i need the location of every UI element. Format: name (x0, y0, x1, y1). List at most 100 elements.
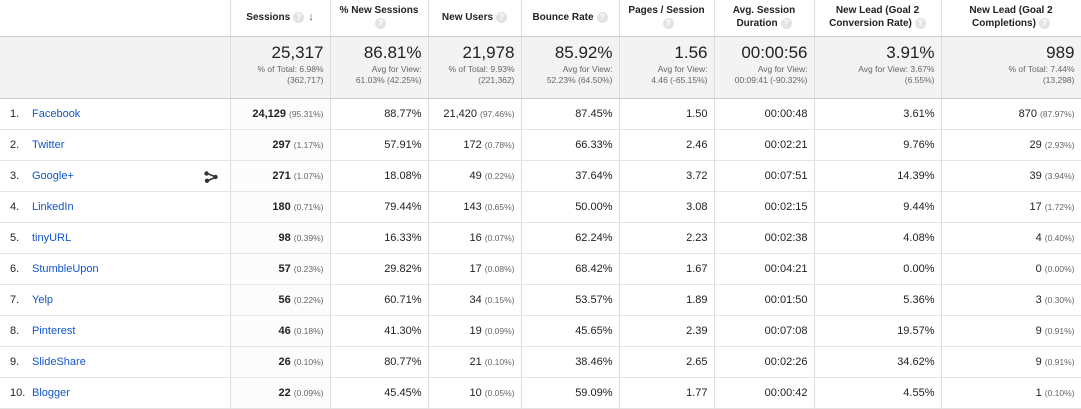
row-number: 6. (10, 262, 20, 275)
new-sessions-cell: 60.71% (330, 284, 429, 316)
pages-session-cell: 3.08 (619, 191, 715, 223)
conversion-rate-cell: 4.55% (814, 377, 942, 409)
sessions-cell: 297 (1.17%) (230, 129, 331, 161)
row-number: 1. (10, 107, 20, 120)
header-sessions[interactable]: Sessions? ↓ (230, 0, 331, 37)
bounce-rate-cell: 87.45% (521, 98, 620, 130)
avg-duration-cell: 00:00:42 (714, 377, 815, 409)
source-cell: 2. Twitter (0, 129, 231, 161)
new-sessions-cell: 79.44% (330, 191, 429, 223)
sort-desc-icon[interactable]: ↓ (308, 11, 314, 24)
avg-duration-cell: 00:07:51 (714, 160, 815, 192)
completions-cell: 1 (0.10%) (941, 377, 1081, 409)
new-sessions-cell: 18.08% (330, 160, 429, 192)
help-icon[interactable]: ? (1038, 17, 1050, 29)
bounce-rate-cell: 62.24% (521, 222, 620, 254)
header-completions[interactable]: New Lead (Goal 2 Completions)? (941, 0, 1081, 37)
header-conversion-rate[interactable]: New Lead (Goal 2 Conversion Rate)? (814, 0, 942, 37)
pages-session-cell: 2.65 (619, 346, 715, 378)
completions-cell: 9 (0.91%) (941, 315, 1081, 347)
table-row: 6. StumbleUpon 57 (0.23%) 29.82% 17 (0.08%) 68.… (0, 253, 1081, 285)
source-cell: 8. Pinterest (0, 315, 231, 347)
source-link[interactable]: LinkedIn (32, 200, 74, 213)
bounce-rate-cell: 37.64% (521, 160, 620, 192)
avg-duration-cell: 00:00:48 (714, 98, 815, 130)
source-link[interactable]: Twitter (32, 138, 65, 151)
avg-duration-cell: 00:02:26 (714, 346, 815, 378)
source-cell: 9. SlideShare (0, 346, 231, 378)
new-sessions-cell: 57.91% (330, 129, 429, 161)
source-cell: 1. Facebook (0, 98, 231, 130)
row-number: 7. (10, 293, 20, 306)
plot-row-icon[interactable] (203, 170, 218, 183)
totals-conversion-rate: 3.91% Avg for View: 3.67% (6.55%) (814, 36, 942, 99)
pages-session-cell: 2.46 (619, 129, 715, 161)
new-users-cell: 19 (0.09%) (428, 315, 522, 347)
header-pages-session[interactable]: Pages / Session? (619, 0, 715, 37)
source-link[interactable]: Yelp (32, 293, 54, 306)
avg-duration-cell: 00:01:50 (714, 284, 815, 316)
help-icon[interactable]: ? (662, 17, 674, 29)
totals-sessions: 25,317% of Total: 6.98% (362,717) (230, 36, 331, 99)
help-icon[interactable]: ? (914, 17, 926, 29)
table-row: 7. Yelp 56 (0.22%) 60.71% 34 (0.15%) 53.57% 1.89… (0, 284, 1081, 316)
completions-cell: 4 (0.40%) (941, 222, 1081, 254)
help-icon[interactable]: ? (780, 17, 792, 29)
completions-cell: 3 (0.30%) (941, 284, 1081, 316)
help-icon[interactable]: ? (596, 12, 608, 24)
conversion-rate-cell: 3.61% (814, 98, 942, 130)
table-row: 10. Blogger 22 (0.09%) 45.45% 10 (0.05%) 59.09%… (0, 377, 1081, 409)
help-icon[interactable]: ? (293, 12, 305, 24)
table-row: 8. Pinterest 46 (0.18%) 41.30% 19 (0.09%) 45.65… (0, 315, 1081, 347)
new-users-cell: 143 (0.65%) (428, 191, 522, 223)
new-users-cell: 16 (0.07%) (428, 222, 522, 254)
row-number: 4. (10, 200, 20, 213)
totals-bounce-rate: 85.92% Avg for View: 52.23% (64.50%) (521, 36, 620, 99)
completions-cell: 39 (3.94%) (941, 160, 1081, 192)
table-row: 3. Google+ 271 (1.07%) 18.08% 49 (0.22%) 37.64%… (0, 160, 1081, 192)
help-icon[interactable]: ? (496, 12, 508, 24)
row-number: 2. (10, 138, 20, 151)
header-new-users[interactable]: New Users? (428, 0, 522, 37)
source-link[interactable]: StumbleUpon (32, 262, 99, 275)
help-icon[interactable]: ? (375, 17, 386, 29)
source-link[interactable]: Pinterest (32, 324, 76, 337)
pages-session-cell: 3.72 (619, 160, 715, 192)
table-row: 5. tinyURL 98 (0.39%) 16.33% 16 (0.07%) 62.24% 2… (0, 222, 1081, 254)
totals-new-users: 21,978% of Total: 9.93% (221,362) (428, 36, 522, 99)
new-users-cell: 34 (0.15%) (428, 284, 522, 316)
row-number: 5. (10, 231, 20, 244)
pages-session-cell: 1.89 (619, 284, 715, 316)
header-avg-duration[interactable]: Avg. Session Duration? (714, 0, 815, 37)
completions-cell: 29 (2.93%) (941, 129, 1081, 161)
table-row: 9. SlideShare 26 (0.10%) 80.77% 21 (0.10%) 38.4… (0, 346, 1081, 378)
bounce-rate-cell: 68.42% (521, 253, 620, 285)
source-link[interactable]: tinyURL (32, 231, 72, 244)
source-link[interactable]: Facebook (32, 107, 81, 120)
sessions-cell: 46 (0.18%) (230, 315, 331, 347)
sessions-cell: 26 (0.10%) (230, 346, 331, 378)
avg-duration-cell: 00:04:21 (714, 253, 815, 285)
source-link[interactable]: SlideShare (32, 355, 86, 368)
source-link[interactable]: Blogger (32, 386, 70, 399)
source-cell: 6. StumbleUpon (0, 253, 231, 285)
source-link[interactable]: Google+ (32, 169, 74, 182)
source-cell: 3. Google+ (0, 160, 231, 192)
conversion-rate-cell: 4.08% (814, 222, 942, 254)
sessions-cell: 22 (0.09%) (230, 377, 331, 409)
header-new-sessions[interactable]: % New Sessions? (330, 0, 429, 37)
conversion-rate-cell: 9.76% (814, 129, 942, 161)
sessions-cell: 24,129 (95.31%) (230, 98, 331, 130)
completions-cell: 870 (87.97%) (941, 98, 1081, 130)
bounce-rate-cell: 66.33% (521, 129, 620, 161)
avg-duration-cell: 00:02:21 (714, 129, 815, 161)
header-bounce-rate[interactable]: Bounce Rate? (521, 0, 620, 37)
table-row: 1. Facebook 24,129 (95.31%) 88.77% 21,420 (97.… (0, 98, 1081, 130)
completions-cell: 9 (0.91%) (941, 346, 1081, 378)
new-sessions-cell: 88.77% (330, 98, 429, 130)
table-row: 2. Twitter 297 (1.17%) 57.91% 172 (0.78%) 66.33… (0, 129, 1081, 161)
totals-completions: 989% of Total: 7.44% (13,298) (941, 36, 1081, 99)
totals-avg-duration: 00:00:56 Avg for View: 00:09:41 (-90.32%) (714, 36, 815, 99)
pages-session-cell: 2.39 (619, 315, 715, 347)
